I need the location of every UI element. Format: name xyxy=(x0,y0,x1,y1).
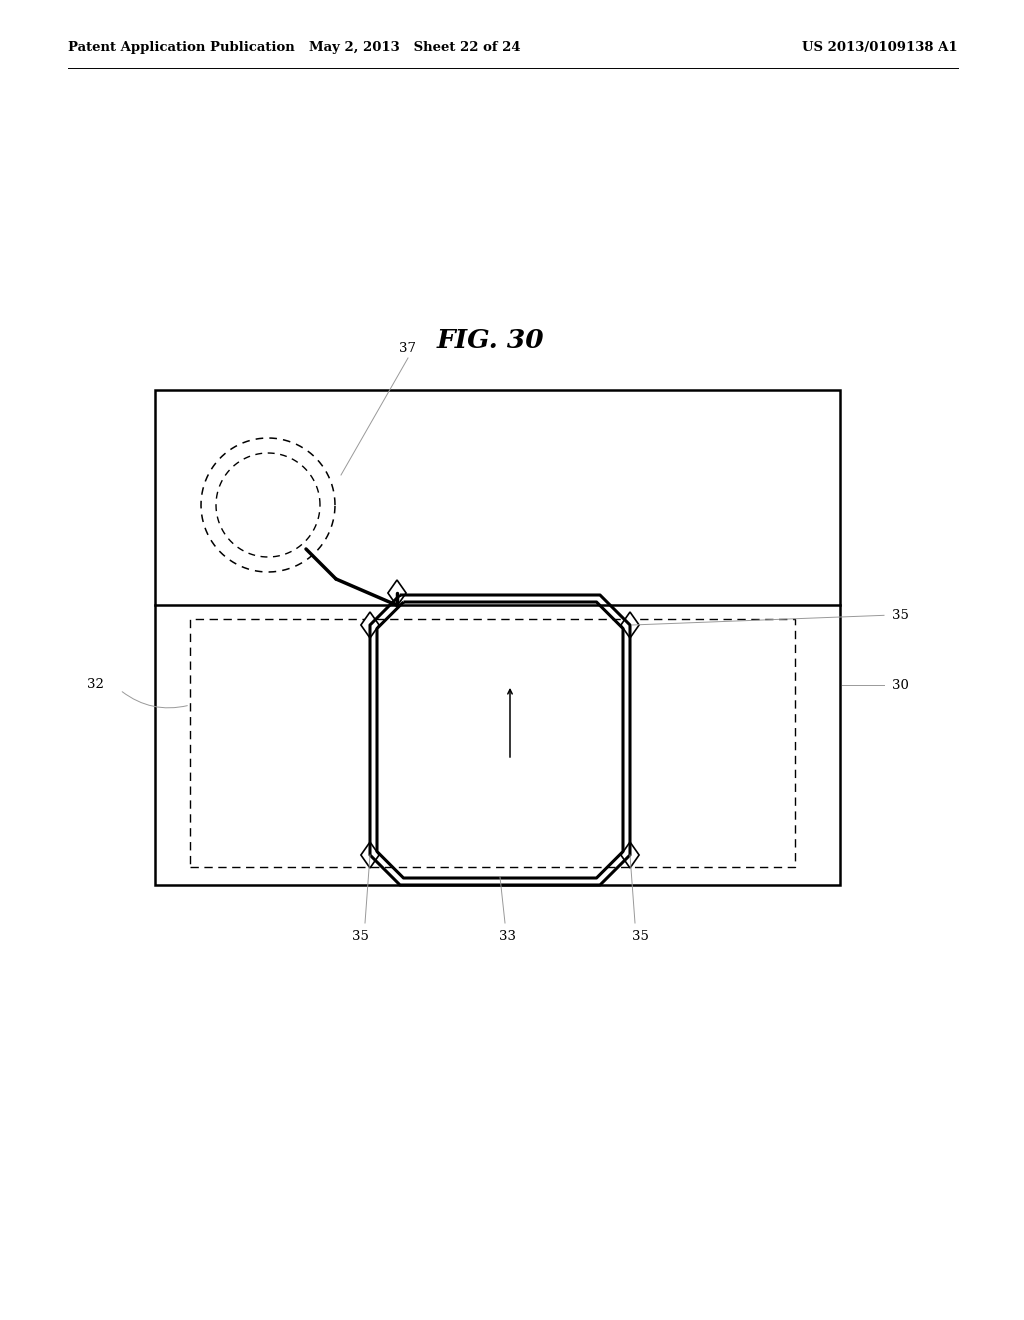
Text: Patent Application Publication: Patent Application Publication xyxy=(68,41,295,54)
Text: 35: 35 xyxy=(892,609,909,622)
Text: FIG. 30: FIG. 30 xyxy=(436,327,544,352)
Text: 35: 35 xyxy=(632,931,648,944)
Text: 32: 32 xyxy=(87,678,103,692)
Text: 30: 30 xyxy=(892,678,909,692)
Polygon shape xyxy=(360,612,379,638)
Polygon shape xyxy=(388,579,407,606)
Text: 33: 33 xyxy=(500,931,516,944)
Polygon shape xyxy=(621,612,639,638)
Text: 37: 37 xyxy=(399,342,417,355)
Text: May 2, 2013   Sheet 22 of 24: May 2, 2013 Sheet 22 of 24 xyxy=(309,41,521,54)
Bar xyxy=(190,619,795,867)
Polygon shape xyxy=(621,842,639,869)
Text: US 2013/0109138 A1: US 2013/0109138 A1 xyxy=(803,41,958,54)
Polygon shape xyxy=(360,842,379,869)
Text: 35: 35 xyxy=(351,931,369,944)
Bar xyxy=(155,389,840,884)
